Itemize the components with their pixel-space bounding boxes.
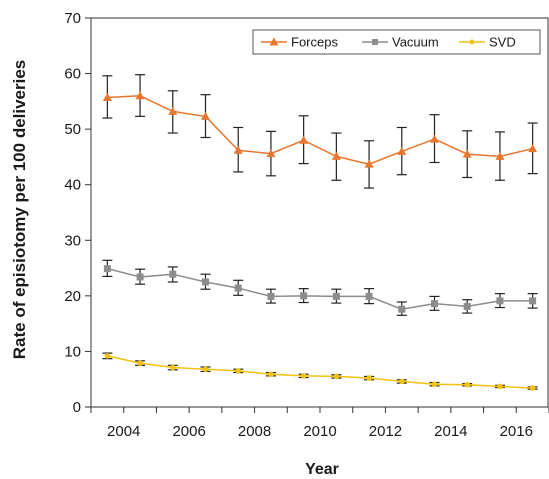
x-tick-label: 2006: [172, 423, 205, 440]
legend-marker: [372, 39, 378, 45]
data-point: [299, 135, 309, 144]
y-tick-label: 40: [64, 177, 81, 194]
y-tick-label: 20: [64, 288, 81, 305]
data-point: [268, 371, 274, 378]
series-forceps: [102, 74, 538, 189]
data-point: [169, 364, 176, 371]
data-point: [103, 265, 111, 273]
data-point: [462, 149, 472, 158]
data-point: [528, 144, 538, 153]
y-tick-label: 70: [64, 10, 81, 27]
data-point: [234, 284, 242, 292]
y-axis-title: Rate of episiotomy per 100 deliveries: [10, 60, 29, 360]
series-line: [107, 267, 533, 310]
data-point: [136, 273, 144, 281]
y-tick-label: 30: [64, 232, 81, 249]
data-point: [497, 383, 503, 390]
legend-label-svd: SVD: [489, 35, 516, 50]
x-tick-label: 2008: [238, 423, 271, 440]
data-point: [137, 360, 143, 366]
data-point: [431, 381, 438, 388]
data-point: [332, 292, 340, 300]
data-point: [104, 353, 111, 359]
legend-label-forceps: Forceps: [291, 35, 338, 50]
data-point: [398, 305, 406, 313]
y-tick-label: 60: [64, 66, 81, 83]
x-tick-label: 2014: [434, 423, 467, 440]
data-point: [529, 385, 536, 391]
data-point: [398, 378, 405, 385]
data-point: [365, 292, 373, 300]
data-point: [364, 159, 374, 168]
data-point: [366, 375, 372, 381]
x-axis: 2004 2006 2008 2010 2012 2014 2016: [90, 407, 549, 440]
series-line: [107, 355, 533, 389]
data-point: [529, 297, 537, 305]
data-point: [202, 366, 209, 373]
series-svd: [102, 352, 538, 391]
x-axis-title: Year: [305, 461, 339, 478]
plot-border: [90, 17, 549, 408]
data-point: [201, 111, 210, 120]
x-tick-label: 2016: [500, 423, 533, 440]
data-point: [102, 92, 112, 101]
data-point: [496, 297, 504, 305]
series-vacuum: [102, 259, 538, 316]
data-point: [463, 302, 471, 310]
data-point: [430, 134, 439, 143]
data-point: [431, 300, 438, 308]
series-line: [107, 95, 533, 165]
data-point: [135, 91, 145, 100]
data-point: [331, 151, 341, 160]
legend-box: [252, 29, 541, 55]
data-point: [300, 373, 307, 379]
data-point: [202, 278, 209, 286]
legend-label-vacuum: Vacuum: [392, 35, 439, 50]
data-point: [333, 373, 340, 380]
series-layer: [102, 74, 538, 391]
data-point: [495, 151, 505, 160]
data-point: [233, 145, 243, 154]
y-tick-label: 50: [64, 121, 81, 138]
legend-marker: [269, 37, 279, 46]
legend-marker: [469, 39, 475, 45]
y-axis: 0 10 20 30 40 50 60 70: [64, 10, 91, 416]
data-point: [300, 292, 308, 300]
y-tick-label: 0: [73, 399, 81, 416]
legend: Forceps Vacuum SVD: [252, 29, 541, 55]
data-point: [169, 270, 177, 278]
data-point: [168, 106, 178, 115]
plot-area: [90, 17, 549, 408]
x-tick-label: 2012: [369, 423, 402, 440]
data-point: [266, 149, 276, 158]
x-tick-label: 2004: [107, 423, 140, 440]
y-tick-label: 10: [64, 343, 81, 360]
x-tick-label: 2010: [303, 423, 336, 440]
data-point: [464, 381, 471, 388]
data-point: [235, 368, 242, 374]
data-point: [397, 146, 407, 155]
data-point: [267, 292, 275, 300]
